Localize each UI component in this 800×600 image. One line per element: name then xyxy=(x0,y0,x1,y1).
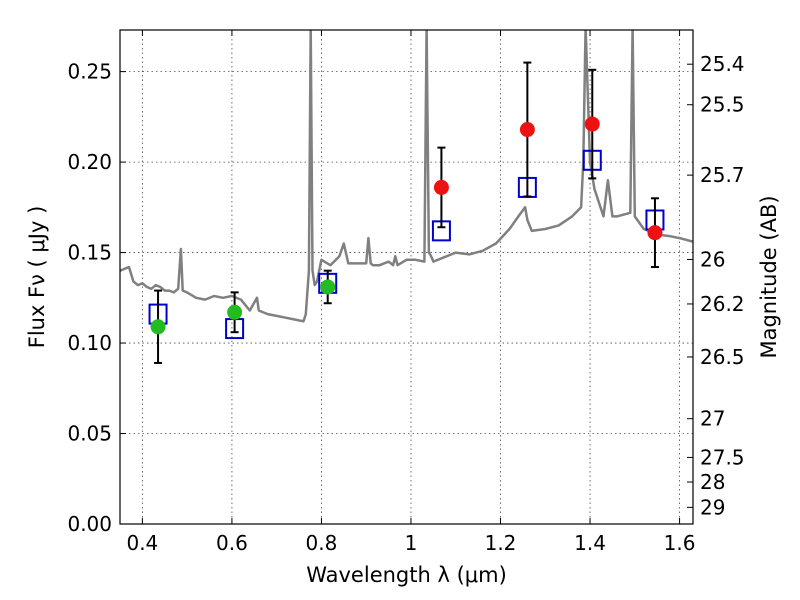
y-tick-label: 0.25 xyxy=(67,60,112,84)
mag-tick-label: 28 xyxy=(700,470,725,494)
data-point xyxy=(519,122,535,138)
mag-tick-label: 25.5 xyxy=(700,93,745,117)
data-point xyxy=(584,116,600,132)
right-axis-label: Magnitude (AB) xyxy=(757,195,781,358)
y-tick-label: 0.00 xyxy=(67,512,112,536)
x-tick-label: 1.2 xyxy=(485,531,517,555)
spectrum-layer xyxy=(120,30,693,323)
data-point xyxy=(433,179,449,195)
y-tick-label: 0.10 xyxy=(67,331,112,355)
x-tick-label: 1.4 xyxy=(574,531,606,555)
x-axis-label: Wavelength λ (μm) xyxy=(306,563,507,587)
spectrum-line xyxy=(120,30,693,323)
x-tick-label: 1.6 xyxy=(664,531,696,555)
y-tick-label: 0.05 xyxy=(67,422,112,446)
mag-tick-label: 25.7 xyxy=(700,163,745,187)
data-point xyxy=(227,304,243,320)
x-tick-label: 0.4 xyxy=(126,531,158,555)
mag-tick-label: 26.5 xyxy=(700,345,745,369)
data-point xyxy=(320,279,336,295)
y-tick-label: 0.20 xyxy=(67,150,112,174)
mag-tick-label: 26 xyxy=(700,247,725,271)
y-axis-label: Flux Fν ( μJy ) xyxy=(25,206,49,349)
points-layer xyxy=(148,61,665,364)
x-tick-label: 0.8 xyxy=(306,531,338,555)
data-point xyxy=(150,319,166,335)
mag-tick-label: 25.4 xyxy=(700,52,745,76)
mag-tick-label: 26.2 xyxy=(700,292,745,316)
data-point xyxy=(647,225,663,241)
plot-frame xyxy=(119,29,694,525)
tick-layer: 0.4 0.6 0.8 1 1.2 1.4 1.6 0.00 0.05 0.10 0.15 0.20 0… xyxy=(67,30,745,555)
mag-tick-label: 27 xyxy=(700,407,725,431)
x-tick-label: 1 xyxy=(405,531,418,555)
y-tick-label: 0.15 xyxy=(67,241,112,265)
grid xyxy=(120,30,693,524)
x-tick-label: 0.6 xyxy=(216,531,248,555)
mag-tick-label: 29 xyxy=(700,495,725,519)
mag-tick-label: 27.5 xyxy=(700,445,745,469)
